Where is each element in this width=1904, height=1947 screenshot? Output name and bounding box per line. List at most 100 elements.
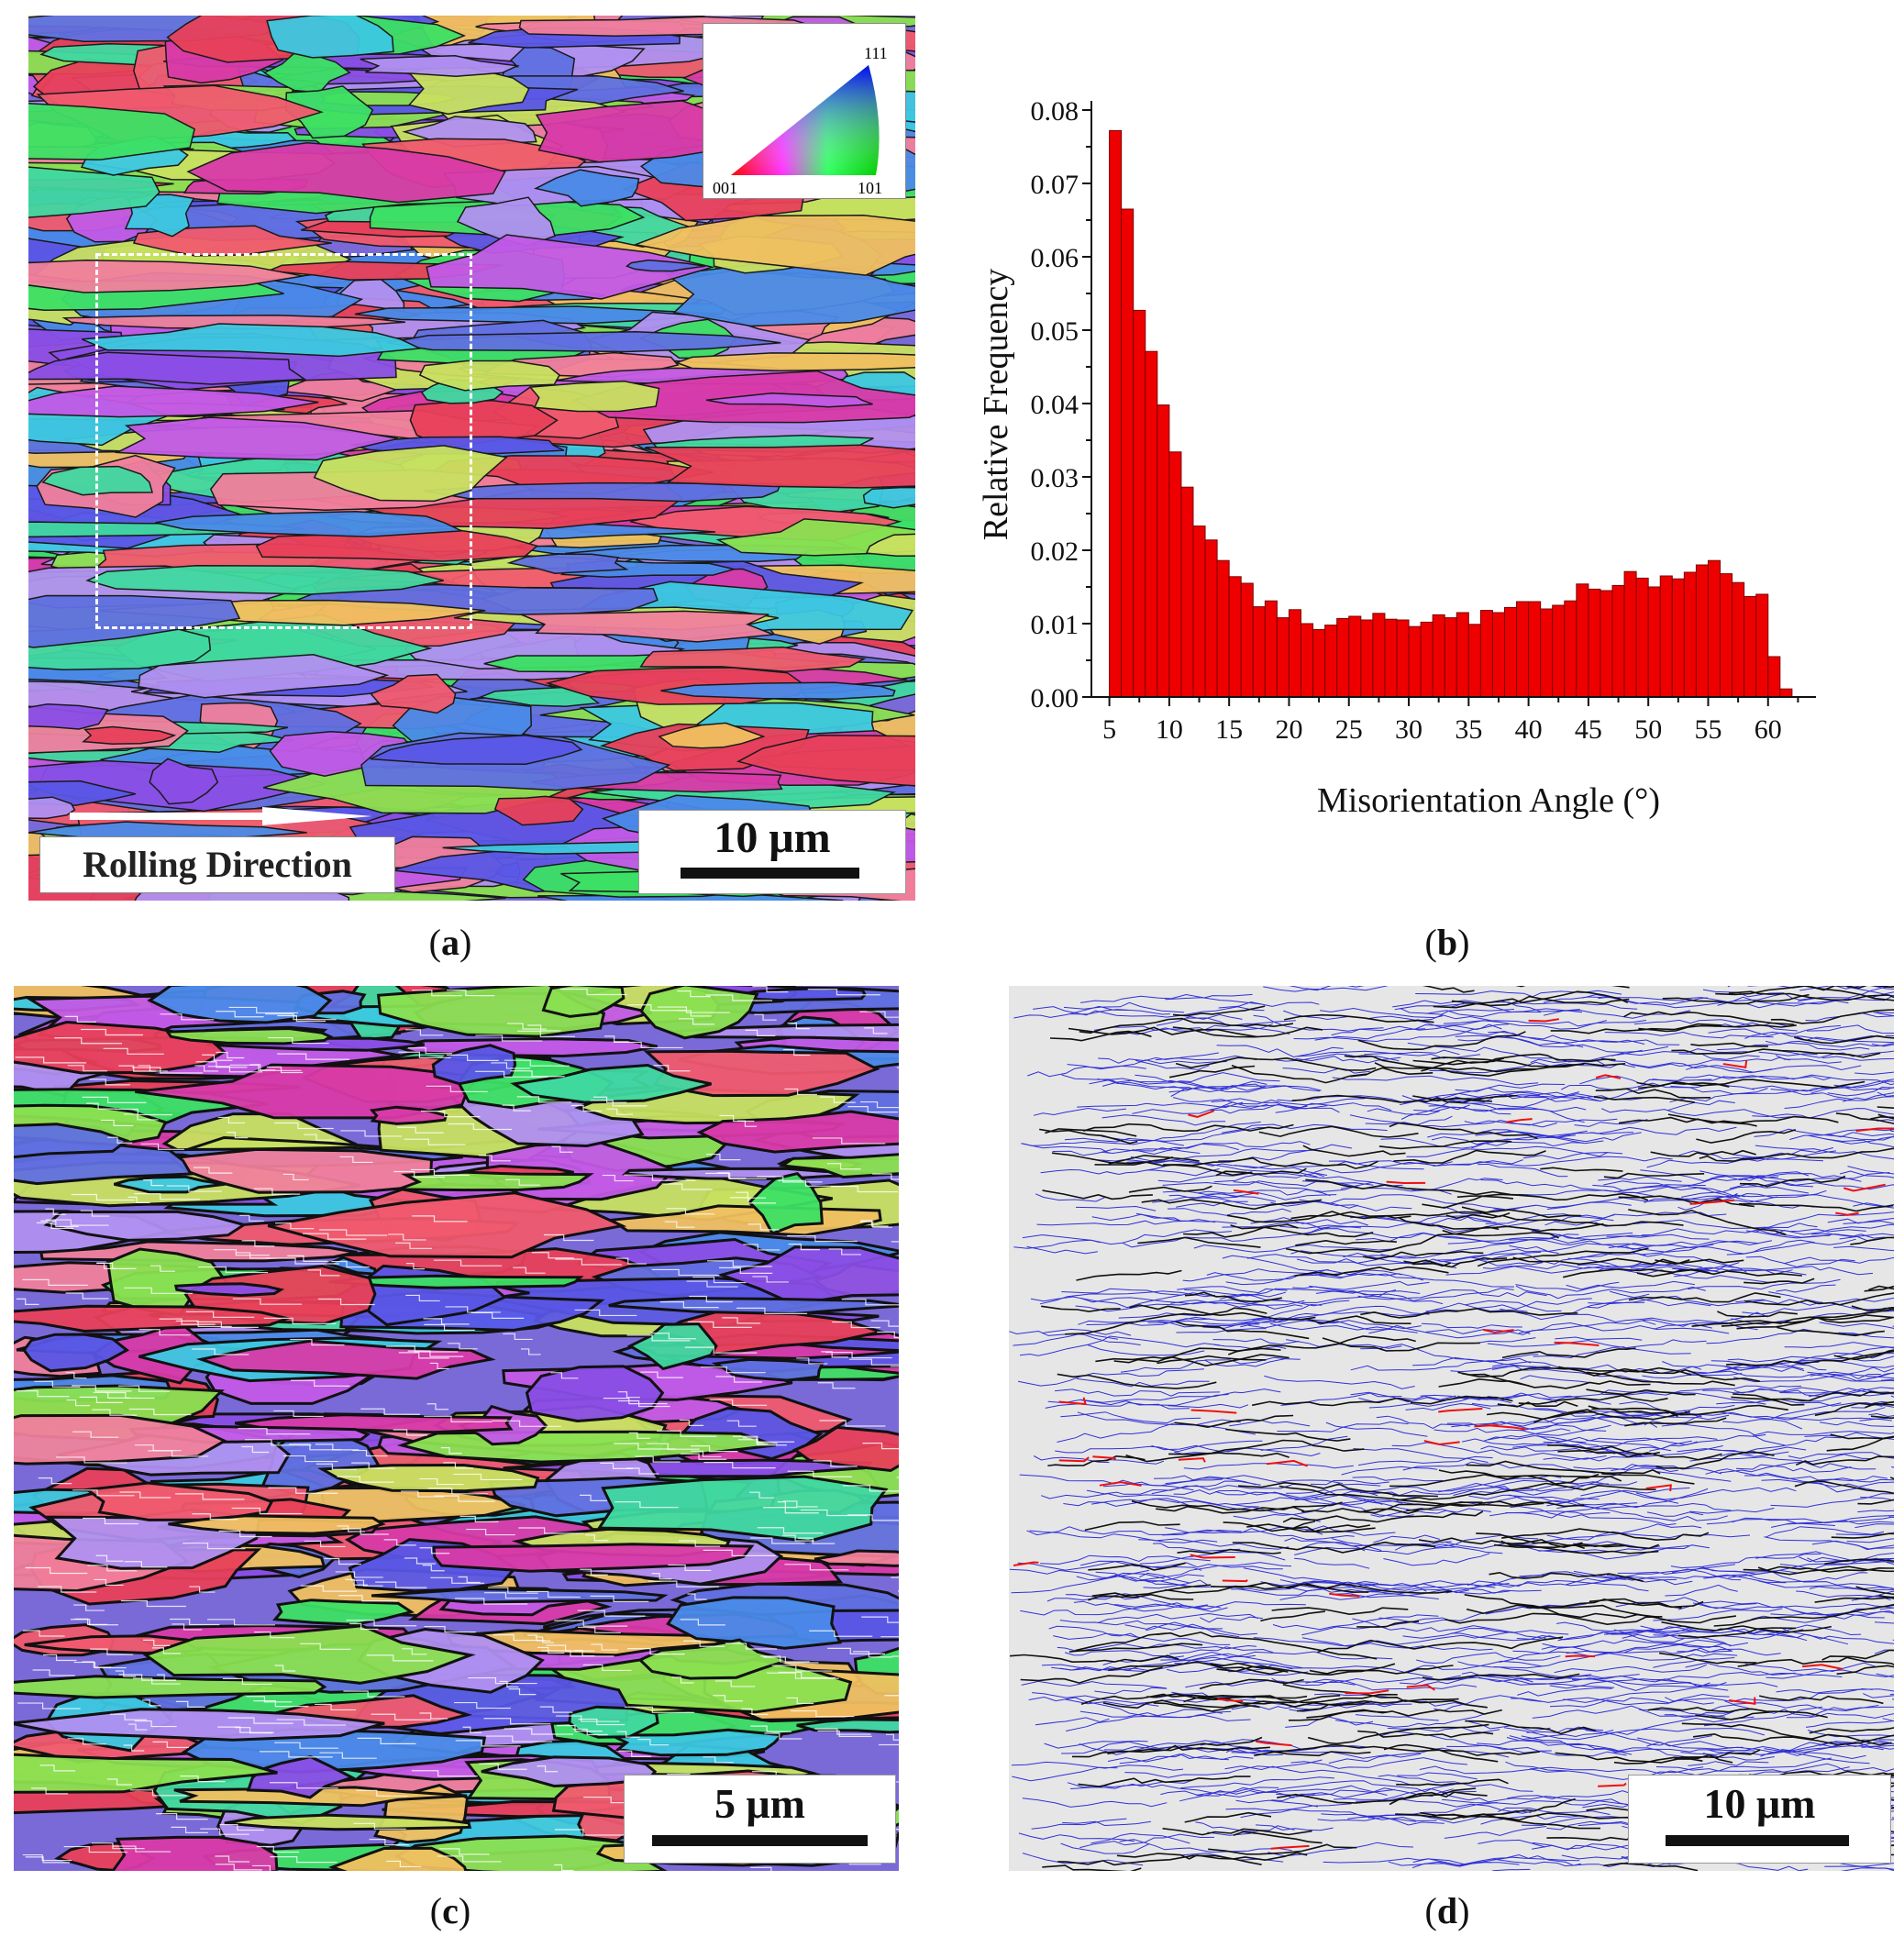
caption-b: (b) <box>1424 922 1470 963</box>
caption-c: (c) <box>429 1890 471 1931</box>
y-tick-label: 0.00 <box>1031 683 1079 714</box>
x-tick-label: 50 <box>1634 714 1662 745</box>
x-tick-label: 55 <box>1694 714 1721 745</box>
histogram-bar <box>1647 586 1661 698</box>
histogram-bar <box>1743 595 1757 698</box>
x-tick-label: 10 <box>1156 714 1183 745</box>
histogram-bar <box>1240 582 1254 698</box>
x-tick-label: 5 <box>1102 714 1116 745</box>
y-tick-label: 0.04 <box>1031 390 1079 420</box>
histogram-bar <box>1611 584 1625 698</box>
ipf-label-101: 101 <box>858 179 882 197</box>
x-tick-label: 35 <box>1455 714 1482 745</box>
histogram-bar <box>1168 451 1182 698</box>
ipf-texture-c <box>14 986 899 1871</box>
histogram-bar <box>1516 601 1530 698</box>
y-tick-label: 0.07 <box>1031 170 1079 200</box>
histogram-bar <box>1456 612 1469 698</box>
histogram-bar <box>1467 624 1481 698</box>
y-tick-label: 0.08 <box>1031 96 1079 127</box>
histogram-bar <box>1216 559 1230 698</box>
ipf-label-001: 001 <box>713 179 737 197</box>
histogram-bars <box>1109 129 1793 698</box>
histogram-bar <box>1552 604 1566 698</box>
grain-boundary-map-d: 10 μm <box>1009 986 1894 1871</box>
x-tick-label: 15 <box>1215 714 1243 745</box>
histogram-bar <box>1707 559 1721 698</box>
ipf-color-key: 111 001 101 <box>703 23 906 199</box>
scale-bar-a <box>681 868 859 879</box>
scale-bar-c <box>652 1835 868 1846</box>
histogram-bar <box>1588 588 1601 698</box>
histogram-axes: 0.00 0.01 0.02 0.03 0.04 0.05 0.06 0.07 0.08 5 10 1… <box>1031 96 1816 745</box>
scale-label-a: 10 μm <box>714 813 831 862</box>
rolling-direction-label: Rolling Direction <box>39 836 395 893</box>
histogram-bar <box>1204 539 1218 698</box>
histogram-bar <box>1576 583 1589 698</box>
histogram-bar <box>1264 600 1278 698</box>
histogram-bar <box>1623 570 1637 698</box>
scale-bar-box-d: 10 μm <box>1628 1775 1891 1864</box>
y-tick-label: 0.05 <box>1031 316 1079 347</box>
scale-bar-d <box>1666 1835 1849 1846</box>
histogram-bar <box>1384 618 1398 698</box>
histogram-bar <box>1408 625 1422 698</box>
histogram-bar <box>1301 623 1314 698</box>
histogram-bar <box>1180 486 1194 698</box>
ipf-label-111: 111 <box>864 44 888 62</box>
histogram-bar <box>1348 615 1362 698</box>
histogram-bar <box>1720 573 1733 698</box>
histogram-bar <box>1324 625 1338 698</box>
rolling-direction-arrow <box>70 807 372 825</box>
boundary-texture-d <box>1009 986 1894 1871</box>
x-tick-label: 60 <box>1755 714 1782 745</box>
histogram-bar <box>1276 617 1290 698</box>
histogram-bar <box>1635 577 1649 698</box>
histogram-bar <box>1767 656 1781 698</box>
histogram-bar <box>1420 621 1434 698</box>
scale-label-c: 5 μm <box>714 1780 805 1827</box>
y-tick-label: 0.01 <box>1031 610 1079 640</box>
ipf-map-c: 5 μm <box>14 986 899 1871</box>
histogram-bar <box>1336 617 1350 698</box>
scale-bar-box-c: 5 μm <box>624 1775 896 1864</box>
histogram-bar <box>1145 350 1158 698</box>
x-tick-label: 40 <box>1515 714 1543 745</box>
x-tick-label: 30 <box>1395 714 1422 745</box>
histogram-bar <box>1695 564 1709 698</box>
histogram-bar <box>1479 610 1493 698</box>
histogram-bar <box>1732 581 1745 698</box>
misorientation-histogram: 0.00 0.01 0.02 0.03 0.04 0.05 0.06 0.07 0.08 5 10 1… <box>977 96 1816 820</box>
histogram-bar <box>1671 578 1685 698</box>
histogram-bar <box>1564 600 1577 698</box>
histogram-bar <box>1372 613 1386 698</box>
y-tick-label: 0.03 <box>1031 463 1079 493</box>
x-tick-label: 45 <box>1575 714 1602 745</box>
x-tick-label: 20 <box>1275 714 1302 745</box>
histogram-bar <box>1755 593 1769 698</box>
x-axis-label: Misorientation Angle (°) <box>1317 781 1660 820</box>
x-tick-label: 25 <box>1335 714 1363 745</box>
histogram-bar <box>1192 525 1206 698</box>
histogram-bar <box>1121 208 1135 698</box>
dashed-region-box <box>95 253 472 629</box>
histogram-bar <box>1659 575 1673 698</box>
histogram-bar <box>1396 619 1410 698</box>
y-tick-label: 0.02 <box>1031 537 1079 567</box>
histogram-bar <box>1157 404 1170 698</box>
caption-a: (a) <box>428 922 472 963</box>
histogram-bar <box>1503 606 1518 698</box>
histogram-bar <box>1491 612 1505 698</box>
histogram-bar <box>1133 309 1146 698</box>
caption-d: (d) <box>1424 1890 1470 1931</box>
histogram-bar <box>1683 571 1697 698</box>
histogram-bar <box>1432 614 1445 698</box>
histogram-bar <box>1312 628 1326 698</box>
histogram-bar <box>1228 576 1242 698</box>
histogram-bar <box>1288 609 1302 698</box>
histogram-bar <box>1444 617 1457 698</box>
ipf-map-a: 111 001 101 Rolling Direction 10 μm <box>28 16 915 901</box>
scale-label-d: 10 μm <box>1703 1780 1816 1827</box>
histogram-bar <box>1528 601 1542 698</box>
histogram-bar <box>1600 590 1613 698</box>
